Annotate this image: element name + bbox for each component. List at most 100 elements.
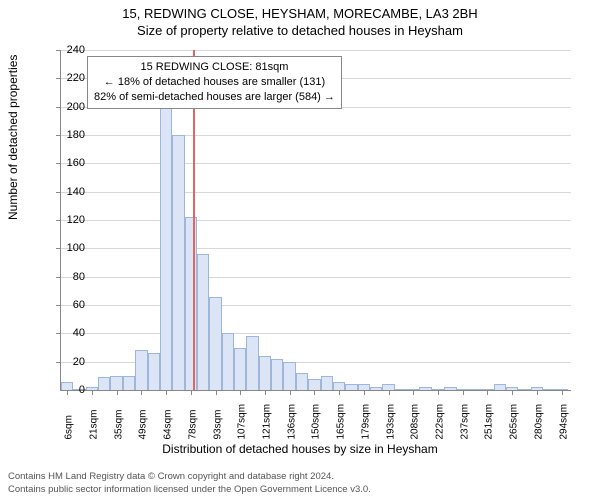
x-axis-label: Distribution of detached houses by size …	[0, 442, 600, 456]
y-tick-label: 240	[55, 44, 85, 56]
histogram-bar	[246, 336, 258, 390]
histogram-bar	[345, 384, 357, 390]
histogram-bar	[98, 377, 110, 390]
y-tick-label: 0	[55, 384, 85, 396]
y-tick-label: 220	[55, 72, 85, 84]
x-tick-mark	[265, 390, 266, 395]
x-tick-mark	[141, 390, 142, 395]
histogram-bar	[283, 362, 295, 390]
histogram-bar	[308, 379, 320, 390]
x-tick-label: 294sqm	[558, 404, 569, 440]
annotation-line2: ← 18% of detached houses are smaller (13…	[94, 75, 335, 90]
histogram-bar	[172, 135, 184, 390]
x-tick-mark	[389, 390, 390, 395]
x-tick-label: 107sqm	[237, 404, 248, 440]
x-tick-mark	[537, 390, 538, 395]
histogram-bar	[209, 297, 221, 391]
histogram-bar	[110, 376, 122, 390]
histogram-bar	[444, 387, 456, 390]
histogram-bar	[469, 389, 481, 390]
footer-line1: Contains HM Land Registry data © Crown c…	[8, 471, 371, 483]
grid-line	[61, 163, 571, 164]
y-tick-label: 100	[55, 242, 85, 254]
x-tick-label: 21sqm	[88, 409, 99, 439]
y-tick-label: 160	[55, 157, 85, 169]
x-tick-label: 136sqm	[286, 404, 297, 440]
x-tick-label: 93sqm	[212, 409, 223, 439]
x-tick-mark	[339, 390, 340, 395]
x-tick-mark	[463, 390, 464, 395]
x-tick-label: 251sqm	[484, 404, 495, 440]
y-tick-label: 80	[55, 271, 85, 283]
x-tick-mark	[290, 390, 291, 395]
histogram-bar	[160, 71, 172, 390]
histogram-bar	[395, 389, 407, 390]
histogram-bar	[234, 348, 246, 391]
y-tick-label: 200	[55, 101, 85, 113]
histogram-bar	[333, 382, 345, 391]
x-tick-label: 35sqm	[113, 409, 124, 439]
grid-line	[61, 333, 571, 334]
x-tick-mark	[562, 390, 563, 395]
histogram-bar	[222, 333, 234, 390]
x-tick-mark	[487, 390, 488, 395]
x-tick-mark	[364, 390, 365, 395]
grid-line	[61, 135, 571, 136]
x-tick-label: 150sqm	[311, 404, 322, 440]
x-tick-label: 265sqm	[509, 404, 520, 440]
x-tick-mark	[117, 390, 118, 395]
histogram-bar	[296, 373, 308, 390]
x-tick-label: 222sqm	[434, 404, 445, 440]
x-tick-label: 49sqm	[138, 409, 149, 439]
x-tick-mark	[314, 390, 315, 395]
histogram-bar	[518, 389, 530, 390]
grid-line	[61, 192, 571, 193]
plot-area: 15 REDWING CLOSE: 81sqm ← 18% of detache…	[60, 50, 571, 391]
annotation-box: 15 REDWING CLOSE: 81sqm ← 18% of detache…	[87, 56, 342, 109]
grid-line	[61, 220, 571, 221]
y-tick-label: 40	[55, 327, 85, 339]
chart-container: 15, REDWING CLOSE, HEYSHAM, MORECAMBE, L…	[0, 0, 600, 500]
x-tick-mark	[240, 390, 241, 395]
x-tick-mark	[438, 390, 439, 395]
x-tick-mark	[166, 390, 167, 395]
x-tick-label: 193sqm	[385, 404, 396, 440]
x-tick-label: 64sqm	[163, 409, 174, 439]
x-tick-label: 165sqm	[336, 404, 347, 440]
histogram-bar	[135, 350, 147, 390]
histogram-bar	[543, 389, 555, 390]
title-sub: Size of property relative to detached ho…	[0, 21, 600, 38]
footer: Contains HM Land Registry data © Crown c…	[8, 471, 371, 496]
histogram-bar	[419, 387, 431, 390]
histogram-bar	[321, 376, 333, 390]
x-tick-mark	[191, 390, 192, 395]
histogram-bar	[259, 356, 271, 390]
y-tick-label: 60	[55, 299, 85, 311]
footer-line2: Contains public sector information licen…	[8, 484, 371, 496]
y-tick-label: 180	[55, 129, 85, 141]
grid-line	[61, 305, 571, 306]
histogram-bar	[271, 359, 283, 390]
x-tick-label: 6sqm	[64, 415, 75, 439]
x-tick-mark	[512, 390, 513, 395]
grid-line	[61, 277, 571, 278]
annotation-line1: 15 REDWING CLOSE: 81sqm	[94, 60, 335, 75]
x-tick-label: 237sqm	[459, 404, 470, 440]
histogram-bar	[123, 376, 135, 390]
histogram-bar	[197, 254, 209, 390]
histogram-bar	[494, 384, 506, 390]
x-tick-mark	[413, 390, 414, 395]
grid-line	[61, 50, 571, 51]
annotation-line3: 82% of semi-detached houses are larger (…	[94, 90, 335, 105]
y-tick-label: 120	[55, 214, 85, 226]
x-tick-label: 280sqm	[533, 404, 544, 440]
x-tick-label: 78sqm	[187, 409, 198, 439]
title-main: 15, REDWING CLOSE, HEYSHAM, MORECAMBE, L…	[0, 0, 600, 21]
grid-line	[61, 248, 571, 249]
y-tick-label: 20	[55, 356, 85, 368]
y-tick-label: 140	[55, 186, 85, 198]
x-tick-mark	[216, 390, 217, 395]
x-tick-label: 179sqm	[360, 404, 371, 440]
x-tick-label: 121sqm	[261, 404, 272, 440]
x-tick-label: 208sqm	[410, 404, 421, 440]
